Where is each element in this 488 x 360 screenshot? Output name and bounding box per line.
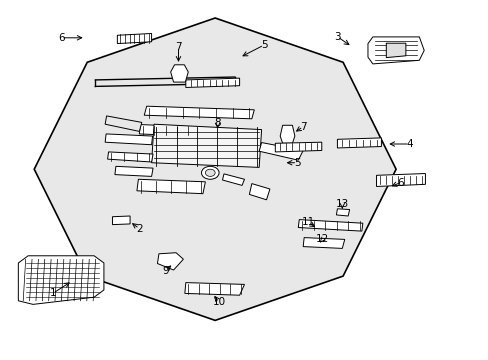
Polygon shape: [105, 134, 152, 145]
Text: 13: 13: [335, 199, 348, 210]
Polygon shape: [34, 18, 395, 320]
Polygon shape: [298, 220, 362, 231]
Polygon shape: [249, 184, 269, 200]
Polygon shape: [105, 116, 142, 131]
Polygon shape: [222, 174, 244, 185]
Polygon shape: [275, 142, 321, 152]
Text: 1: 1: [49, 288, 56, 298]
Polygon shape: [112, 216, 130, 225]
Polygon shape: [117, 33, 151, 44]
Polygon shape: [115, 166, 153, 176]
Polygon shape: [144, 106, 254, 119]
Circle shape: [201, 166, 219, 179]
Polygon shape: [336, 209, 349, 216]
Polygon shape: [367, 37, 424, 64]
Polygon shape: [386, 43, 405, 58]
Text: 5: 5: [293, 158, 300, 168]
Text: 9: 9: [162, 266, 168, 276]
Polygon shape: [185, 78, 239, 87]
Polygon shape: [303, 238, 344, 248]
Polygon shape: [139, 125, 191, 136]
Text: 4: 4: [406, 139, 412, 149]
Polygon shape: [337, 138, 381, 148]
Circle shape: [205, 169, 215, 176]
Polygon shape: [151, 124, 261, 167]
Polygon shape: [157, 253, 183, 270]
Text: 7: 7: [175, 42, 182, 52]
Polygon shape: [280, 125, 294, 143]
Polygon shape: [19, 256, 103, 305]
Polygon shape: [107, 152, 153, 162]
Text: 10: 10: [212, 297, 225, 307]
Text: 8: 8: [214, 118, 221, 128]
Polygon shape: [170, 65, 188, 82]
Text: 6: 6: [58, 33, 64, 43]
Text: 5: 5: [260, 40, 267, 50]
Text: 11: 11: [301, 217, 314, 228]
Text: 2: 2: [136, 224, 142, 234]
Text: 3: 3: [333, 32, 340, 42]
Polygon shape: [376, 174, 425, 186]
Text: 6: 6: [397, 177, 404, 188]
Text: 7: 7: [299, 122, 306, 132]
Polygon shape: [259, 143, 303, 160]
Polygon shape: [184, 283, 244, 295]
Text: 12: 12: [315, 234, 329, 244]
Polygon shape: [137, 179, 205, 194]
